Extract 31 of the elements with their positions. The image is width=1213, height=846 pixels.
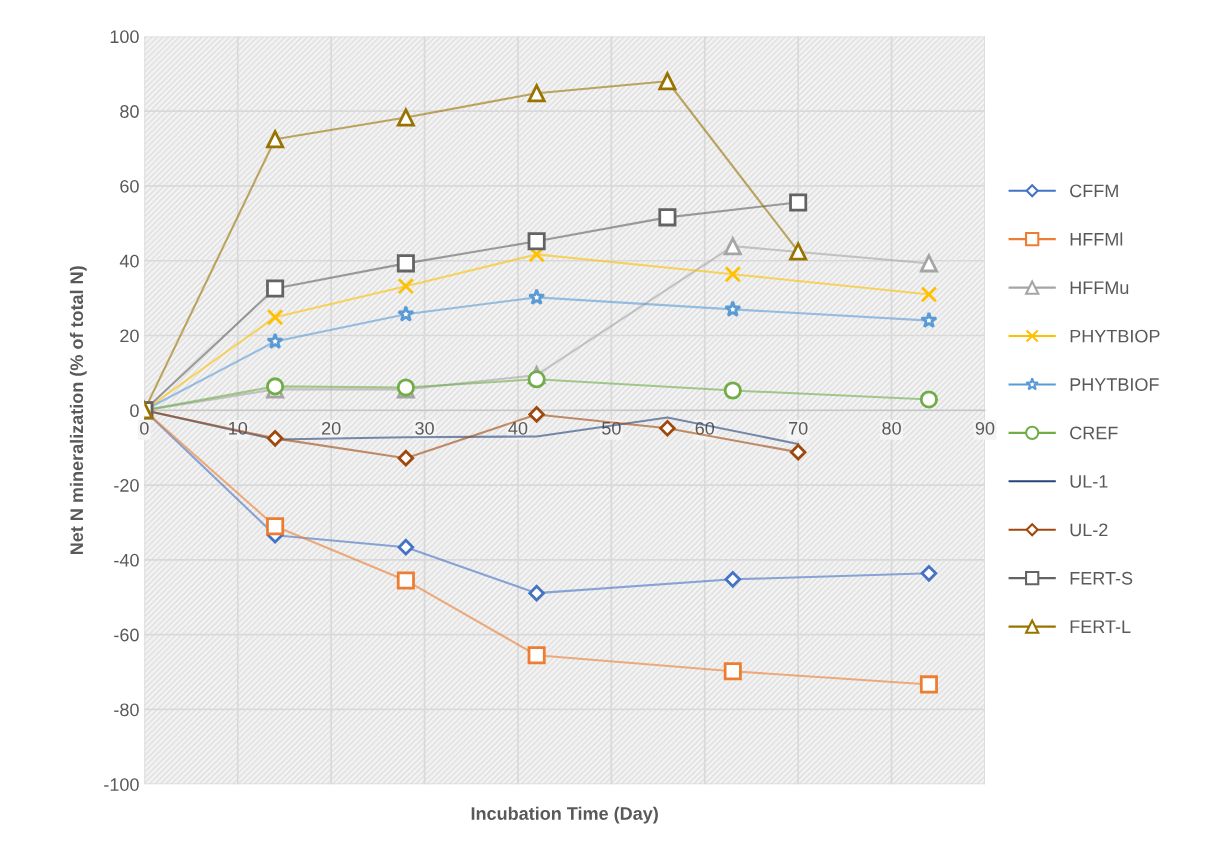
legend-label: PHYTBIOF	[1070, 378, 1159, 391]
legend-label: FERT-S	[1070, 571, 1133, 585]
y-tick-label: -40	[114, 553, 139, 567]
x-tick-label: 40	[508, 421, 528, 435]
y-tick-label: -60	[114, 628, 139, 642]
y-tick-label: 60	[120, 179, 139, 193]
x-tick-label: 90	[975, 421, 995, 435]
x-tick-label: 0	[140, 421, 149, 435]
x-tick-label: 60	[695, 421, 715, 435]
y-tick-label: 100	[110, 30, 139, 44]
x-tick-label: 20	[322, 421, 341, 435]
x-tick-label: 80	[882, 421, 901, 435]
x-tick-label: 70	[789, 421, 808, 435]
legend-label: CREF	[1070, 426, 1118, 440]
legend-label: FERT-L	[1070, 620, 1131, 633]
y-tick-label: 80	[120, 105, 139, 118]
y-tick-label: 0	[130, 404, 139, 418]
y-tick-label: 40	[119, 254, 139, 268]
legend-label: HFFMu	[1070, 281, 1129, 295]
y-axis-title: Net N mineralization (% of total N)	[69, 266, 87, 555]
y-tick-label: 20	[120, 329, 139, 343]
y-tick-label: -20	[114, 479, 139, 492]
y-tick-label: -80	[114, 703, 139, 717]
legend-label: CFFM	[1070, 184, 1118, 198]
x-tick-label: 30	[415, 421, 434, 435]
y-tick-label: -100	[104, 778, 139, 791]
x-axis-title: Incubation Time (Day)	[471, 806, 658, 824]
legend-label: UL-2	[1070, 523, 1108, 537]
legend-label: PHYTBIOP	[1070, 329, 1160, 343]
legend-label: UL-1	[1070, 475, 1108, 488]
legend-label: HFFMl	[1070, 232, 1123, 246]
